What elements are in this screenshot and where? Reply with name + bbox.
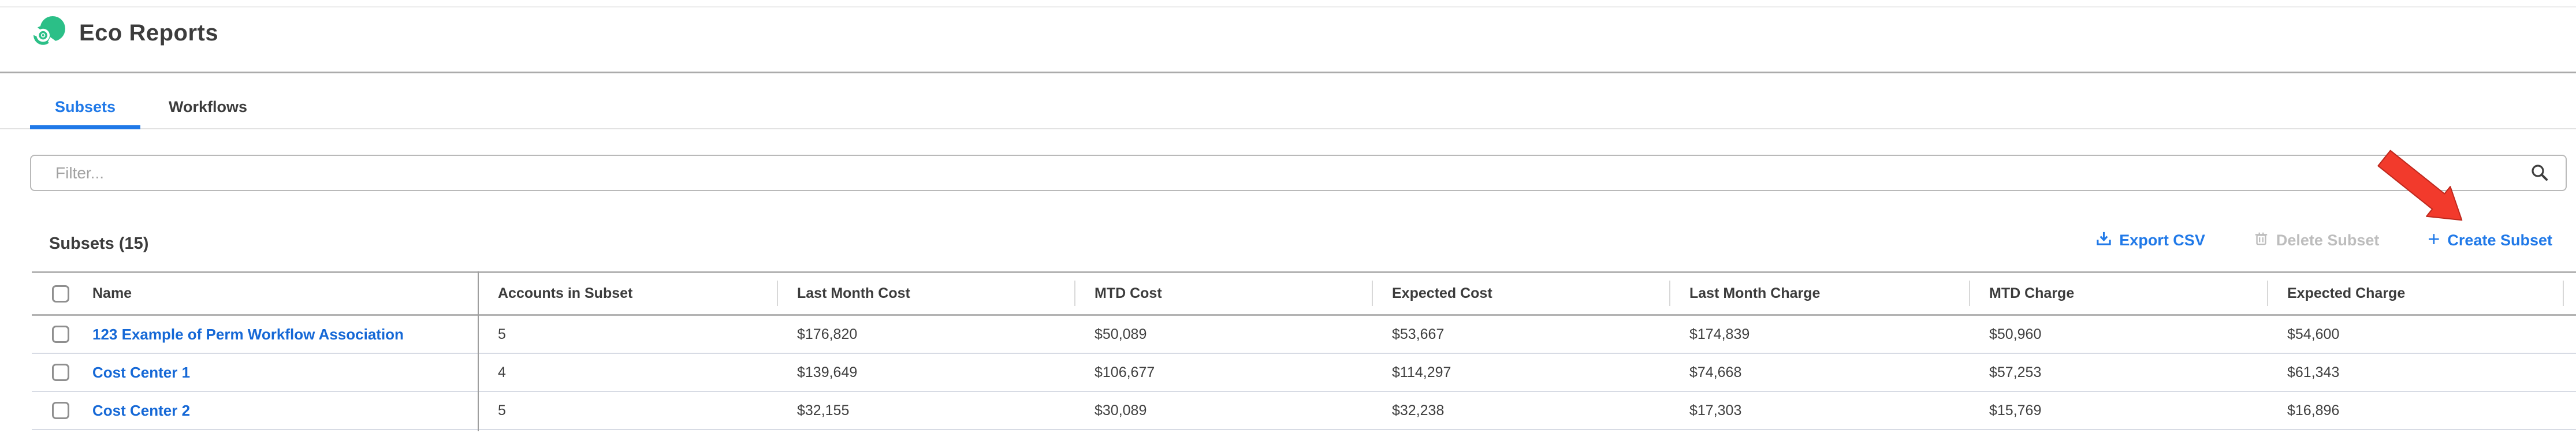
subset-name-link[interactable]: Cost Center 2 <box>92 401 191 419</box>
trash-icon <box>2254 231 2269 250</box>
cell-mtd-charge: $57,253 <box>1989 364 2042 380</box>
cell-mtd-cost: $106,677 <box>1095 364 1155 380</box>
cell-expected-charge: $61,343 <box>2287 364 2340 380</box>
filter-container <box>30 155 2567 191</box>
cell-last-month-cost: $139,649 <box>797 364 858 380</box>
cell-mtd-cost: $30,089 <box>1095 402 1147 419</box>
cell-accounts-in-subset: 5 <box>498 402 506 419</box>
name-column-divider[interactable] <box>478 271 479 431</box>
eco-logo-icon <box>33 16 66 50</box>
cell-last-month-charge: $17,303 <box>1689 402 1742 419</box>
delete-subset-button[interactable]: Delete Subset <box>2254 231 2379 250</box>
create-subset-button[interactable]: + Create Subset <box>2428 227 2552 251</box>
row-checkbox[interactable] <box>52 364 69 381</box>
column-resize-handle[interactable] <box>1074 281 1075 306</box>
table-row: Cost Center 1 4 $139,649 $106,677 $114,2… <box>32 354 2576 392</box>
subset-name-link[interactable]: 123 Example of Perm Workflow Association <box>92 325 404 343</box>
top-divider <box>0 6 2576 8</box>
column-header-expected-charge[interactable]: Expected Charge <box>2287 285 2406 301</box>
cell-mtd-charge: $50,960 <box>1989 326 2042 342</box>
section-title: Subsets (15) <box>49 234 149 253</box>
column-header-mtd-cost[interactable]: MTD Cost <box>1095 285 1162 301</box>
table-top-border <box>32 271 2576 273</box>
column-header-last-month-cost[interactable]: Last Month Cost <box>797 285 910 301</box>
cell-expected-charge: $16,896 <box>2287 402 2340 419</box>
page-title: Eco Reports <box>79 20 219 46</box>
cell-mtd-cost: $50,089 <box>1095 326 1147 342</box>
column-resize-handle[interactable] <box>1969 281 1970 306</box>
cell-accounts-in-subset: 5 <box>498 326 506 342</box>
column-header-expected-cost[interactable]: Expected Cost <box>1392 285 1492 301</box>
search-icon[interactable] <box>2530 163 2549 183</box>
tab-subsets[interactable]: Subsets <box>54 98 116 115</box>
action-toolbar: Export CSV Delete Subset + Create Subset <box>2096 227 2552 251</box>
filter-input[interactable] <box>31 156 2530 190</box>
column-header-last-month-charge[interactable]: Last Month Charge <box>1689 285 1821 301</box>
cell-expected-cost: $114,297 <box>1392 364 1451 380</box>
app-header: Eco Reports <box>33 16 218 50</box>
column-header-name[interactable]: Name <box>92 285 132 301</box>
column-resize-handle[interactable] <box>1669 281 1670 306</box>
cell-accounts-in-subset: 4 <box>498 364 506 380</box>
export-csv-button[interactable]: Export CSV <box>2096 230 2205 250</box>
column-resize-handle[interactable] <box>1372 281 1373 306</box>
column-resize-handle[interactable] <box>2563 281 2564 306</box>
cell-last-month-cost: $32,155 <box>797 402 850 419</box>
cell-last-month-cost: $176,820 <box>797 326 858 342</box>
row-checkbox[interactable] <box>52 402 69 419</box>
column-resize-handle[interactable] <box>2267 281 2268 306</box>
tab-workflows[interactable]: Workflows <box>169 98 248 115</box>
table-row: Cost Center 2 5 $32,155 $30,089 $32,238 … <box>32 392 2576 430</box>
table-row: 123 Example of Perm Workflow Association… <box>32 316 2576 354</box>
subsets-table: Name Accounts in Subset Last Month Cost … <box>32 271 2576 430</box>
cell-expected-charge: $54,600 <box>2287 326 2340 342</box>
column-resize-handle[interactable] <box>777 281 778 306</box>
tabbar-underline-track <box>0 128 2576 129</box>
column-header-accounts-in-subset[interactable]: Accounts in Subset <box>498 285 633 301</box>
cell-last-month-charge: $74,668 <box>1689 364 1742 380</box>
cell-expected-cost: $32,238 <box>1392 402 1445 419</box>
select-all-checkbox[interactable] <box>52 285 69 303</box>
header-divider <box>0 72 2576 73</box>
tab-bar: Subsets Workflows <box>30 88 247 126</box>
download-icon <box>2096 230 2112 250</box>
plus-icon: + <box>2428 227 2440 251</box>
row-checkbox[interactable] <box>52 326 69 343</box>
table-header-row: Name Accounts in Subset Last Month Cost … <box>32 273 2576 316</box>
cell-last-month-charge: $174,839 <box>1689 326 1750 342</box>
column-header-mtd-charge[interactable]: MTD Charge <box>1989 285 2075 301</box>
cell-mtd-charge: $15,769 <box>1989 402 2042 419</box>
cell-expected-cost: $53,667 <box>1392 326 1445 342</box>
active-tab-indicator <box>30 125 140 129</box>
subset-name-link[interactable]: Cost Center 1 <box>92 363 191 381</box>
